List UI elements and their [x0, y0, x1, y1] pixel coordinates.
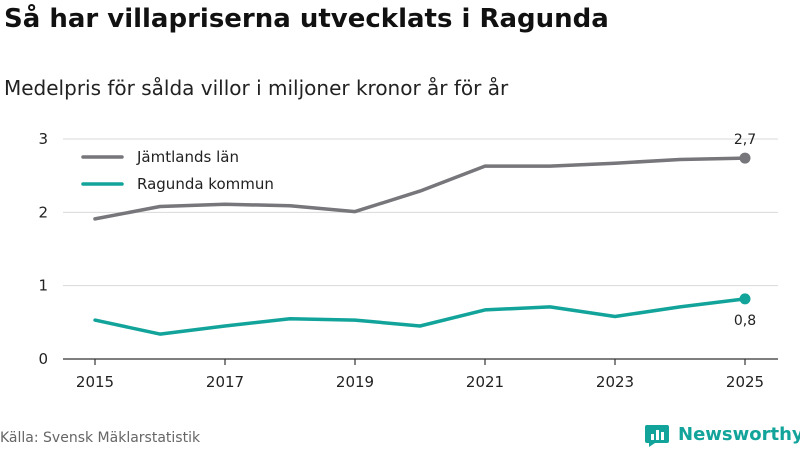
gridlines: [63, 138, 778, 287]
y-tick-label: 3: [38, 130, 48, 148]
legend-label: Jämtlands län: [136, 148, 239, 166]
end-value-label: 0,8: [734, 313, 756, 329]
x-tick-label: 2021: [466, 373, 504, 391]
series-end-point-1: [739, 293, 751, 305]
legend: Jämtlands län Ragunda kommun: [81, 148, 274, 193]
data-labels: 2,7 0,8: [734, 132, 756, 329]
legend-label: Ragunda kommun: [137, 175, 274, 193]
x-tick-label: 2025: [726, 373, 764, 391]
x-tick-label: 2019: [336, 373, 374, 391]
newsworthy-logo-icon: [645, 425, 669, 447]
end-value-label: 2,7: [734, 132, 756, 148]
brand-name: Newsworthy: [678, 423, 800, 445]
brand: Newsworthy: [645, 420, 800, 448]
series-end-point-0: [739, 152, 751, 164]
x-tick-label: 2017: [206, 373, 244, 391]
y-tick-label: 0: [38, 350, 48, 368]
chart-subtitle: Medelpris för sålda villor i miljoner kr…: [4, 76, 509, 100]
x-tick-label: 2023: [596, 373, 634, 391]
x-tick-label: 2015: [76, 373, 114, 391]
series-line-1: [93, 297, 747, 336]
axes: 0 1 2 3 2015 2017 2019 2021 2023 2025: [38, 130, 778, 391]
series-line-0: [93, 156, 747, 221]
y-tick-label: 2: [38, 203, 48, 221]
series-lines: [93, 152, 751, 336]
y-tick-label: 1: [38, 277, 48, 295]
source-note: Källa: Svensk Mäklarstatistik: [0, 430, 201, 446]
chart-title: Så har villapriserna utvecklats i Ragund…: [4, 4, 609, 34]
